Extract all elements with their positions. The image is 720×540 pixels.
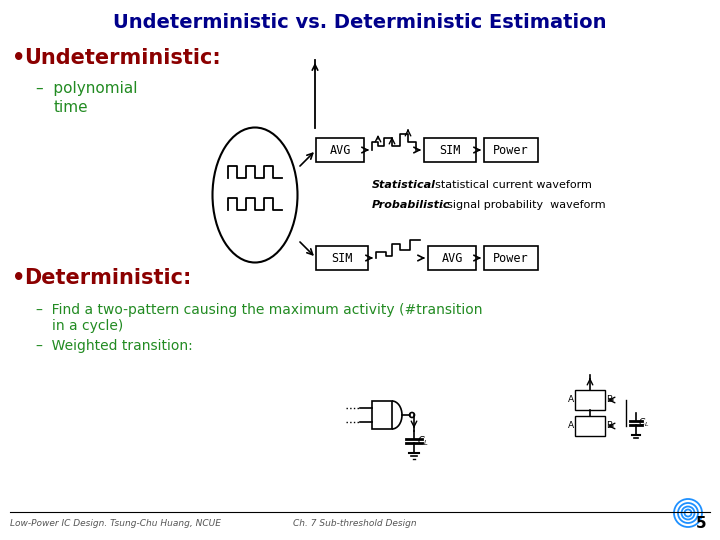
Text: : signal probability  waveform: : signal probability waveform (440, 200, 606, 210)
Text: –  Find a two-pattern causing the maximum activity (#transition: – Find a two-pattern causing the maximum… (36, 303, 482, 317)
Text: in a cycle): in a cycle) (52, 319, 123, 333)
Text: SIM: SIM (331, 252, 353, 265)
Text: –  polynomial: – polynomial (36, 80, 138, 96)
Text: •: • (12, 268, 25, 288)
Text: Low-Power IC Design. Tsung-Chu Huang, NCUE: Low-Power IC Design. Tsung-Chu Huang, NC… (10, 519, 221, 529)
Text: B: B (606, 395, 612, 404)
Text: AVG: AVG (441, 252, 463, 265)
Text: •: • (12, 48, 25, 68)
Text: A: A (568, 395, 574, 404)
Text: Deterministic:: Deterministic: (24, 268, 192, 288)
Text: Ch. 7 Sub-threshold Design: Ch. 7 Sub-threshold Design (293, 519, 417, 529)
Text: –  Weighted transition:: – Weighted transition: (36, 339, 193, 353)
Text: Probabilistic: Probabilistic (372, 200, 451, 210)
Text: 5: 5 (696, 516, 706, 531)
Text: Statistical: Statistical (372, 180, 436, 190)
Text: Power: Power (493, 252, 528, 265)
Text: Undeterministic:: Undeterministic: (24, 48, 221, 68)
Text: $C_L$: $C_L$ (417, 434, 429, 448)
Text: Power: Power (493, 144, 528, 157)
Text: $C_L$: $C_L$ (638, 417, 649, 429)
Text: : statistical current waveform: : statistical current waveform (428, 180, 592, 190)
Bar (372, 401, 392, 429)
Text: AVG: AVG (329, 144, 351, 157)
Text: Undeterministic vs. Deterministic Estimation: Undeterministic vs. Deterministic Estima… (113, 12, 607, 31)
Bar (575, 416, 605, 436)
Text: B: B (606, 422, 612, 430)
Text: time: time (54, 100, 89, 116)
Text: A: A (568, 422, 574, 430)
Text: SIM: SIM (439, 144, 461, 157)
Bar (575, 390, 605, 410)
